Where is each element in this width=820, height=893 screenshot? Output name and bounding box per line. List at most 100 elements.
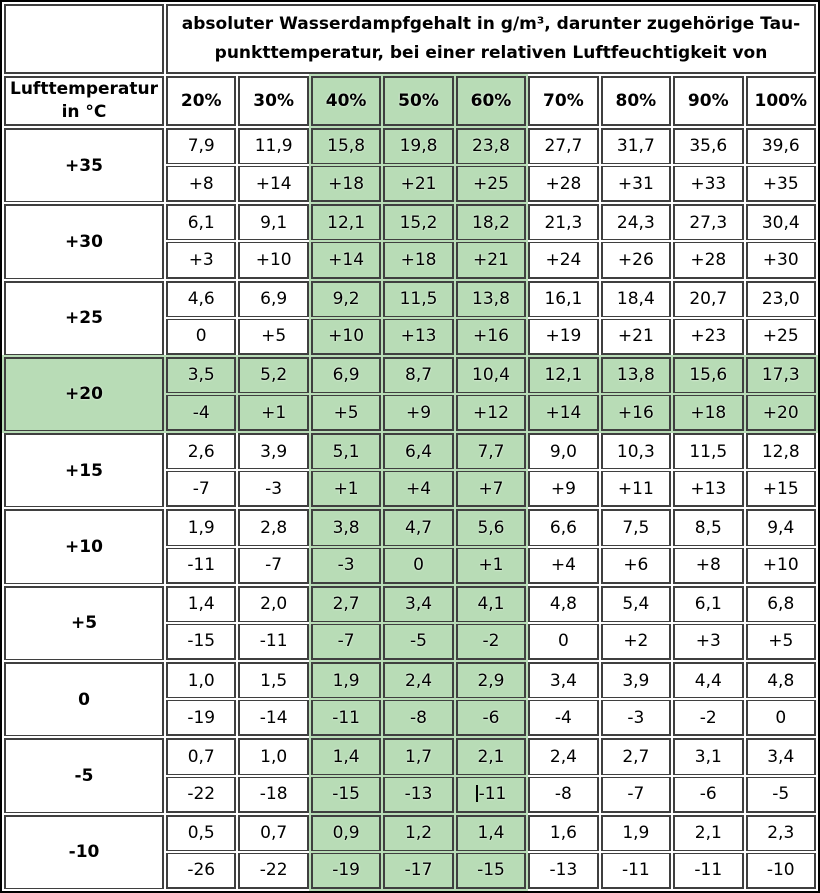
dewpoint-row-+35: +8 +14 +18 +21 +25 +28 +31 +33 +35 <box>4 166 816 203</box>
vapor-cell: 1,0 <box>166 662 237 699</box>
dewpoint-cell: -7 <box>238 547 309 584</box>
dewpoint-cell: -4 <box>528 700 599 737</box>
dewpoint-cell: +7 <box>455 471 527 508</box>
table-title-line1: absoluter Wasserdampfgehalt in g/m³, dar… <box>181 14 801 35</box>
dewpoint-cell: +25 <box>745 318 816 355</box>
dewpoint-cell: -4 <box>166 394 237 432</box>
dewpoint-row--10: -26 -22 -19 -17 -15 -13 -11 -11 -10 <box>4 852 816 889</box>
vapor-row--10: -10 0,5 0,7 0,9 1,2 1,4 1,6 1,9 2,1 2,3 <box>4 814 816 889</box>
dewpoint-cell: +10 <box>310 318 382 355</box>
vapor-cell: 21,3 <box>528 204 599 241</box>
dewpoint-cell: -13 <box>528 852 599 889</box>
vapor-cell: 2,1 <box>673 814 744 851</box>
vapor-cell: 2,3 <box>745 814 816 851</box>
dewpoint-cell: +9 <box>528 471 599 508</box>
dewpoint-cell: -15 <box>310 776 382 813</box>
dewpoint-cell: 0 <box>745 700 816 737</box>
vapor-cell: 3,5 <box>166 356 237 393</box>
vapor-cell: 27,7 <box>528 127 599 165</box>
dewpoint-cell: +14 <box>238 166 309 203</box>
dewpoint-cell: +6 <box>600 547 672 584</box>
vapor-cell: 39,6 <box>745 127 816 165</box>
vapor-cell: 11,5 <box>673 433 744 470</box>
vapor-cell: 3,4 <box>745 738 816 775</box>
vapor-cell: 18,4 <box>600 280 672 317</box>
dewpoint-cell: -11 <box>310 700 382 737</box>
column-header-40%: 40% <box>310 76 382 126</box>
vapor-cell: 2,7 <box>600 738 672 775</box>
vapor-cell: 19,8 <box>383 127 454 165</box>
vapor-cell: 7,9 <box>166 127 237 165</box>
dewpoint-cell: +4 <box>383 471 454 508</box>
dewpoint-cell: +28 <box>528 166 599 203</box>
vapor-cell: 9,0 <box>528 433 599 470</box>
dewpoint-row-+25: 0 +5 +10 +13 +16 +19 +21 +23 +25 <box>4 318 816 355</box>
vapor-row-+35: +35 7,9 11,9 15,8 19,8 23,8 27,7 31,7 35,6 39,6 <box>4 127 816 203</box>
dewpoint-cell: +21 <box>600 318 672 355</box>
dewpoint-cell: +1 <box>455 547 527 584</box>
dewpoint-cell: -6 <box>455 700 527 737</box>
vapor-cell: 9,2 <box>310 280 382 317</box>
row-header-temperature-+20: +20 <box>4 356 164 432</box>
dewpoint-row--5: -22 -18 -15 -13 -11 -8 -7 -6 -5 <box>4 776 816 813</box>
vapor-cell: 12,1 <box>310 204 382 241</box>
vapor-cell: 6,8 <box>745 585 816 622</box>
vapor-row-+25: +25 4,6 6,9 9,2 11,5 13,8 16,1 18,4 20,7 23,0 <box>4 280 816 355</box>
dewpoint-cell: -10 <box>745 852 816 889</box>
vapor-cell: 6,1 <box>673 585 744 622</box>
vapor-cell: 11,9 <box>238 127 309 165</box>
dewpoint-cell: +18 <box>310 166 382 203</box>
vapor-cell: 7,5 <box>600 509 672 546</box>
dewpoint-cell: -11 <box>673 852 744 889</box>
dewpoint-cell: +8 <box>673 547 744 584</box>
vapor-cell: 0,5 <box>166 814 237 851</box>
dewpoint-cell: +10 <box>745 547 816 584</box>
vapor-cell: 2,6 <box>166 433 237 470</box>
dewpoint-cell: -15 <box>455 852 527 889</box>
vapor-cell: 1,9 <box>166 509 237 546</box>
cell-with-text-cursor[interactable]: -11 <box>455 776 527 813</box>
vapor-cell: 20,7 <box>673 280 744 317</box>
dewpoint-cell: -8 <box>383 700 454 737</box>
dewpoint-cell: -22 <box>238 852 309 889</box>
vapor-cell: 2,1 <box>455 738 527 775</box>
dewpoint-cell: +18 <box>383 242 454 279</box>
vapor-cell: 10,4 <box>455 356 527 393</box>
vapor-cell: 1,9 <box>310 662 382 699</box>
column-header-30%: 30% <box>238 76 309 126</box>
vapor-cell: 5,4 <box>600 585 672 622</box>
vapor-cell: 1,4 <box>166 585 237 622</box>
vapor-cell: 9,1 <box>238 204 309 241</box>
vapor-row-+5: +5 1,4 2,0 2,7 3,4 4,1 4,8 5,4 6,1 6,8 <box>4 585 816 661</box>
dewpoint-cell: -7 <box>166 471 237 508</box>
vapor-cell: 0,7 <box>166 738 237 775</box>
dewpoint-cell: 0 <box>528 623 599 661</box>
dewpoint-cell: +16 <box>455 318 527 355</box>
row-header-temperature-+25: +25 <box>4 280 164 355</box>
vapor-cell: 15,6 <box>673 356 744 393</box>
column-header-70%: 70% <box>528 76 599 126</box>
column-header-50%: 50% <box>383 76 454 126</box>
vapor-cell: 4,6 <box>166 280 237 317</box>
dewpoint-cell: +28 <box>673 242 744 279</box>
vapor-cell: 4,8 <box>528 585 599 622</box>
vapor-cell: 27,3 <box>673 204 744 241</box>
dewpoint-cell: +26 <box>600 242 672 279</box>
dewpoint-cell: +9 <box>383 394 454 432</box>
dewpoint-cell: +3 <box>166 242 237 279</box>
dewpoint-cell: -19 <box>310 852 382 889</box>
vapor-cell: 11,5 <box>383 280 454 317</box>
dewpoint-cell: 0 <box>383 547 454 584</box>
dewpoint-cell: -2 <box>455 623 527 661</box>
vapor-cell: 31,7 <box>600 127 672 165</box>
dewpoint-cell: -18 <box>238 776 309 813</box>
vapor-row-+20: +20 3,5 5,2 6,9 8,7 10,4 12,1 13,8 15,6 17,3 <box>4 356 816 432</box>
dewpoint-cell: +3 <box>673 623 744 661</box>
vapor-cell: 3,4 <box>383 585 454 622</box>
dewpoint-cell: -3 <box>310 547 382 584</box>
row-axis-line2: in °C <box>61 101 107 122</box>
vapor-cell: 3,9 <box>238 433 309 470</box>
row-axis-header: Lufttemperatur in °C <box>4 76 164 126</box>
vapor-cell: 7,7 <box>455 433 527 470</box>
row-header-temperature--10: -10 <box>4 814 164 889</box>
